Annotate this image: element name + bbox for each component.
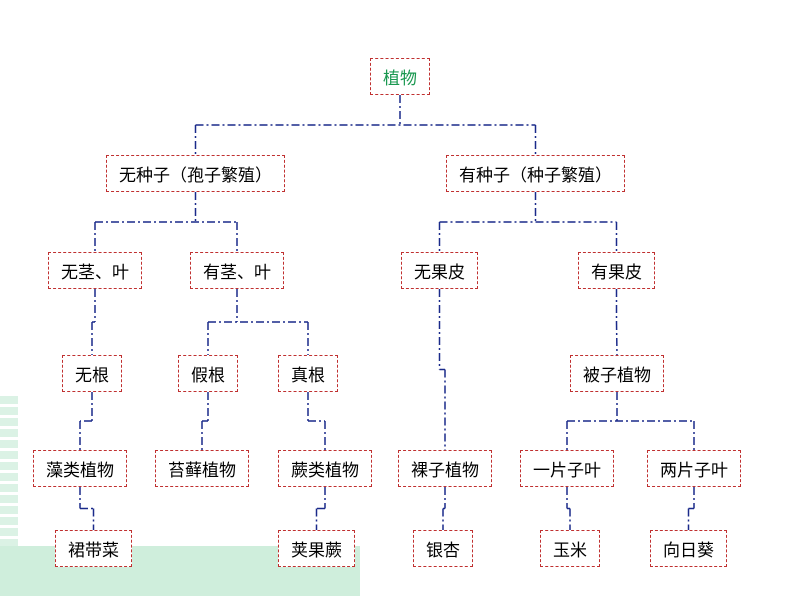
node-l3c: 真根 [278, 355, 338, 392]
node-l5f: 向日葵 [650, 530, 727, 567]
node-l2d: 有果皮 [578, 252, 655, 289]
node-l1a: 无种子（孢子繁殖） [106, 155, 285, 192]
node-l3a: 无根 [62, 355, 122, 392]
node-l2a: 无茎、叶 [48, 252, 142, 289]
node-l2c: 无果皮 [401, 252, 478, 289]
node-l3d: 被子植物 [570, 355, 664, 392]
node-l5a: 裙带菜 [55, 530, 132, 567]
node-l4e: 一片子叶 [520, 450, 614, 487]
node-l5e: 玉米 [540, 530, 600, 567]
node-l2b: 有茎、叶 [190, 252, 284, 289]
node-l5c: 荚果蕨 [278, 530, 355, 567]
node-l4c: 蕨类植物 [278, 450, 372, 487]
node-l1b: 有种子（种子繁殖） [446, 155, 625, 192]
node-l3b: 假根 [178, 355, 238, 392]
node-l5d: 银杏 [413, 530, 473, 567]
node-l4d: 裸子植物 [398, 450, 492, 487]
node-l4a: 藻类植物 [33, 450, 127, 487]
node-l4b: 苔藓植物 [155, 450, 249, 487]
node-root: 植物 [370, 58, 430, 95]
node-l4f: 两片子叶 [647, 450, 741, 487]
